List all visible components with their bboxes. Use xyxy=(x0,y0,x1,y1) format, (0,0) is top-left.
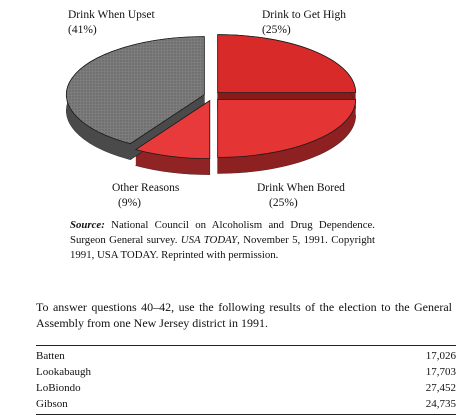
slice-label-upset-value: (41%) xyxy=(68,24,97,36)
candidate-votes: 24,735 xyxy=(425,398,456,410)
source-text-1: National Council on Alcoholism and Drug … xyxy=(70,219,375,246)
slice-label-bored: Drink When Bored (25%) xyxy=(257,181,345,211)
source-publication: USA TODAY xyxy=(180,234,238,246)
slice-high xyxy=(217,34,357,94)
slice-bored-rim xyxy=(217,99,356,174)
source-text-2: , November 5, 1991. Copyright 1991, USA … xyxy=(70,234,376,261)
candidate-name: Lookabaugh xyxy=(36,366,91,378)
table-row: LoBiondo 27,452 xyxy=(36,380,456,396)
slice-label-bored-name: Drink When Bored xyxy=(257,182,345,194)
slice-label-other-value: (9%) xyxy=(118,197,141,209)
candidate-votes: 17,026 xyxy=(425,350,456,362)
slice-label-high-value: (25%) xyxy=(262,24,291,36)
slice-label-bored-value: (25%) xyxy=(269,197,298,209)
slice-upset xyxy=(65,36,205,145)
candidate-name: LoBiondo xyxy=(36,382,81,394)
table-row: Lookabaugh 17,703 xyxy=(36,364,456,380)
results-table: Batten 17,026 Lookabaugh 17,703 LoBiondo… xyxy=(36,345,456,415)
source-caption: Source: National Council on Alcoholism a… xyxy=(70,218,375,263)
slice-label-high: Drink to Get High (25%) xyxy=(262,8,346,38)
candidate-votes: 27,452 xyxy=(425,382,456,394)
source-label: Source: xyxy=(70,219,105,231)
pie-chart xyxy=(65,34,357,175)
slice-label-high-name: Drink to Get High xyxy=(262,9,347,21)
slice-label-upset: Drink When Upset (41%) xyxy=(68,8,155,38)
candidate-name: Batten xyxy=(36,350,65,362)
candidate-votes: 17,703 xyxy=(425,366,456,378)
table-row: Batten 17,026 xyxy=(36,348,456,364)
slice-bored xyxy=(217,98,357,158)
slice-other-rim xyxy=(135,149,210,175)
slice-label-upset-name: Drink When Upset xyxy=(68,9,155,21)
question-text: To answer questions 40–42, use the follo… xyxy=(36,300,452,330)
table-row: Gibson 24,735 xyxy=(36,396,456,412)
slice-label-other: Other Reasons (9%) xyxy=(112,181,179,211)
slice-other xyxy=(134,99,211,160)
candidate-name: Gibson xyxy=(36,398,68,410)
slice-label-other-name: Other Reasons xyxy=(112,182,180,194)
